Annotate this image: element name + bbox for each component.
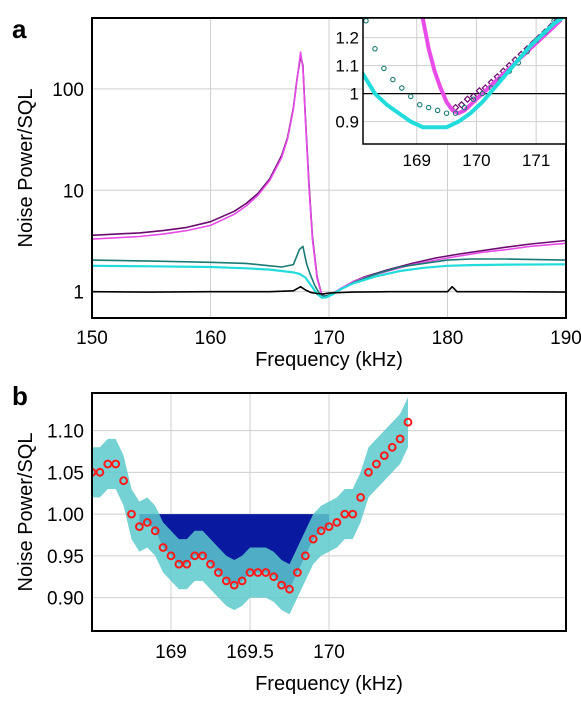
panel-b-data-point xyxy=(372,459,381,469)
panel-b-data-point xyxy=(221,576,231,586)
panel-b-data-point xyxy=(348,509,358,519)
inset-data-point xyxy=(372,46,378,52)
inset-data-point xyxy=(399,85,405,91)
panel-b-data-point xyxy=(387,442,397,452)
inset-y-tick-label: 1 xyxy=(350,85,359,104)
panel-a-series-line xyxy=(92,263,566,299)
panel-a-series-line xyxy=(92,51,566,298)
panel-a-x-tick-label: 150 xyxy=(76,328,108,349)
panel-b-data-point xyxy=(395,434,405,444)
panel-b-data-point xyxy=(364,467,373,477)
panel-b-xlabel: Frequency (kHz) xyxy=(255,673,403,695)
panel-b-data-point xyxy=(150,526,160,536)
inset-y-tick-label: 1.1 xyxy=(335,57,359,76)
panel-b-data-point xyxy=(300,551,310,561)
panel-b-data-point xyxy=(245,568,255,577)
inset-data-point xyxy=(457,100,466,109)
inset-x-tick-label: 169 xyxy=(403,151,431,170)
inset-data-point xyxy=(470,96,477,102)
panel-a-series-line xyxy=(92,245,566,298)
panel-b-y-tick-label: 1.00 xyxy=(47,505,84,526)
panel-b-data-point xyxy=(324,522,334,531)
inset-y-tick-label: 0.9 xyxy=(335,113,359,132)
panel-a-frame xyxy=(91,17,567,319)
panel-b-data-point xyxy=(92,467,97,477)
panel-a-x-tick-label: 180 xyxy=(432,328,464,349)
panel-b-data-point xyxy=(277,580,287,590)
panel-b-data-point xyxy=(229,580,239,590)
panel-a-ylabel: Noise Power/SQL xyxy=(15,89,37,248)
panel-b-data-point xyxy=(403,417,413,427)
panel-b-data-point xyxy=(119,476,128,486)
panel-b-x-tick-label: 169 xyxy=(155,642,187,663)
panel-a-inset: 169 170 171 0.9 1 1.1 1.2 xyxy=(335,17,567,170)
panel-a-y-tick-label: 1 xyxy=(73,283,84,304)
panel-b-data-point xyxy=(198,551,208,561)
panel-b-data-point xyxy=(332,518,342,527)
inset-x-tick-label: 170 xyxy=(462,151,490,170)
panel-b-data-point xyxy=(356,493,366,502)
panel-b-data-point xyxy=(237,576,247,586)
panel-b-data-point xyxy=(190,551,200,561)
inset-data-point xyxy=(425,104,432,111)
panel-b-data-point xyxy=(135,522,144,531)
panel-b-data-point xyxy=(340,509,350,519)
panel-b-data-point xyxy=(95,467,105,477)
panel-a-x-tick-label: 170 xyxy=(313,328,345,349)
panel-b-data-point xyxy=(285,584,294,594)
panel-b-data-point xyxy=(103,459,113,469)
inset-frame xyxy=(362,17,567,145)
panel-b-data-point xyxy=(253,568,263,577)
panel-a-y-tick-label: 10 xyxy=(63,181,84,202)
panel-b-ylabel: Noise Power/SQL xyxy=(15,433,37,592)
panel-a: 150 160 170 180 190 1 10 100 Frequency (kHz) N… xyxy=(15,17,581,371)
panel-b-y-tick-label: 0.90 xyxy=(47,589,84,610)
panel-b-data-point xyxy=(166,551,176,561)
panel-b-data-point xyxy=(214,568,223,577)
panel-b: 169 169.5 170 0.90 0.95 1.00 1.05 1.10 Frequen… xyxy=(15,392,567,695)
panel-a-letter: a xyxy=(12,14,27,44)
panel-b-data-point xyxy=(261,568,271,577)
panel-a-series-line xyxy=(92,285,566,295)
panel-a-x-tick-label: 160 xyxy=(195,328,227,349)
panel-b-data-point xyxy=(182,559,192,569)
panel-b-y-tick-label: 1.10 xyxy=(47,422,84,443)
panel-a-xlabel: Frequency (kHz) xyxy=(255,349,403,371)
inset-series-line xyxy=(363,18,566,130)
panel-b-data-point xyxy=(316,526,326,536)
inset-x-tick-label: 171 xyxy=(522,151,550,170)
panel-b-data-point xyxy=(127,509,136,519)
inset-data-point xyxy=(452,110,459,116)
panel-b-y-tick-label: 1.05 xyxy=(47,463,84,484)
panel-b-frame xyxy=(91,392,567,632)
panel-b-letter: b xyxy=(12,381,28,411)
panel-b-data-point xyxy=(174,559,184,569)
inset-data-point xyxy=(381,65,387,72)
inset-data-point xyxy=(463,95,472,104)
panel-b-data-point xyxy=(293,568,302,577)
inset-data-point xyxy=(408,93,414,100)
panel-b-x-tick-label: 169.5 xyxy=(226,642,274,663)
panel-b-data-point xyxy=(111,459,121,469)
panel-b-x-tick-label: 170 xyxy=(313,642,345,663)
inset-data-point xyxy=(461,104,468,111)
panel-b-data-point xyxy=(206,559,215,569)
panel-b-data-point xyxy=(158,543,168,552)
inset-y-tick-label: 1.2 xyxy=(335,29,359,48)
inset-data-point xyxy=(434,107,441,114)
panel-a-y-tick-label: 100 xyxy=(52,80,84,101)
inset-data-point xyxy=(479,90,486,97)
inset-data-point xyxy=(416,102,423,108)
panel-b-y-tick-label: 0.95 xyxy=(47,547,84,568)
inset-data-point xyxy=(390,76,396,83)
panel-a-x-tick-label: 190 xyxy=(550,328,581,349)
panel-b-data-point xyxy=(269,572,279,582)
panel-b-data-point xyxy=(379,451,389,461)
panel-b-data-point xyxy=(308,534,318,544)
inset-data-point xyxy=(443,110,450,116)
panel-b-data-point xyxy=(142,518,152,527)
